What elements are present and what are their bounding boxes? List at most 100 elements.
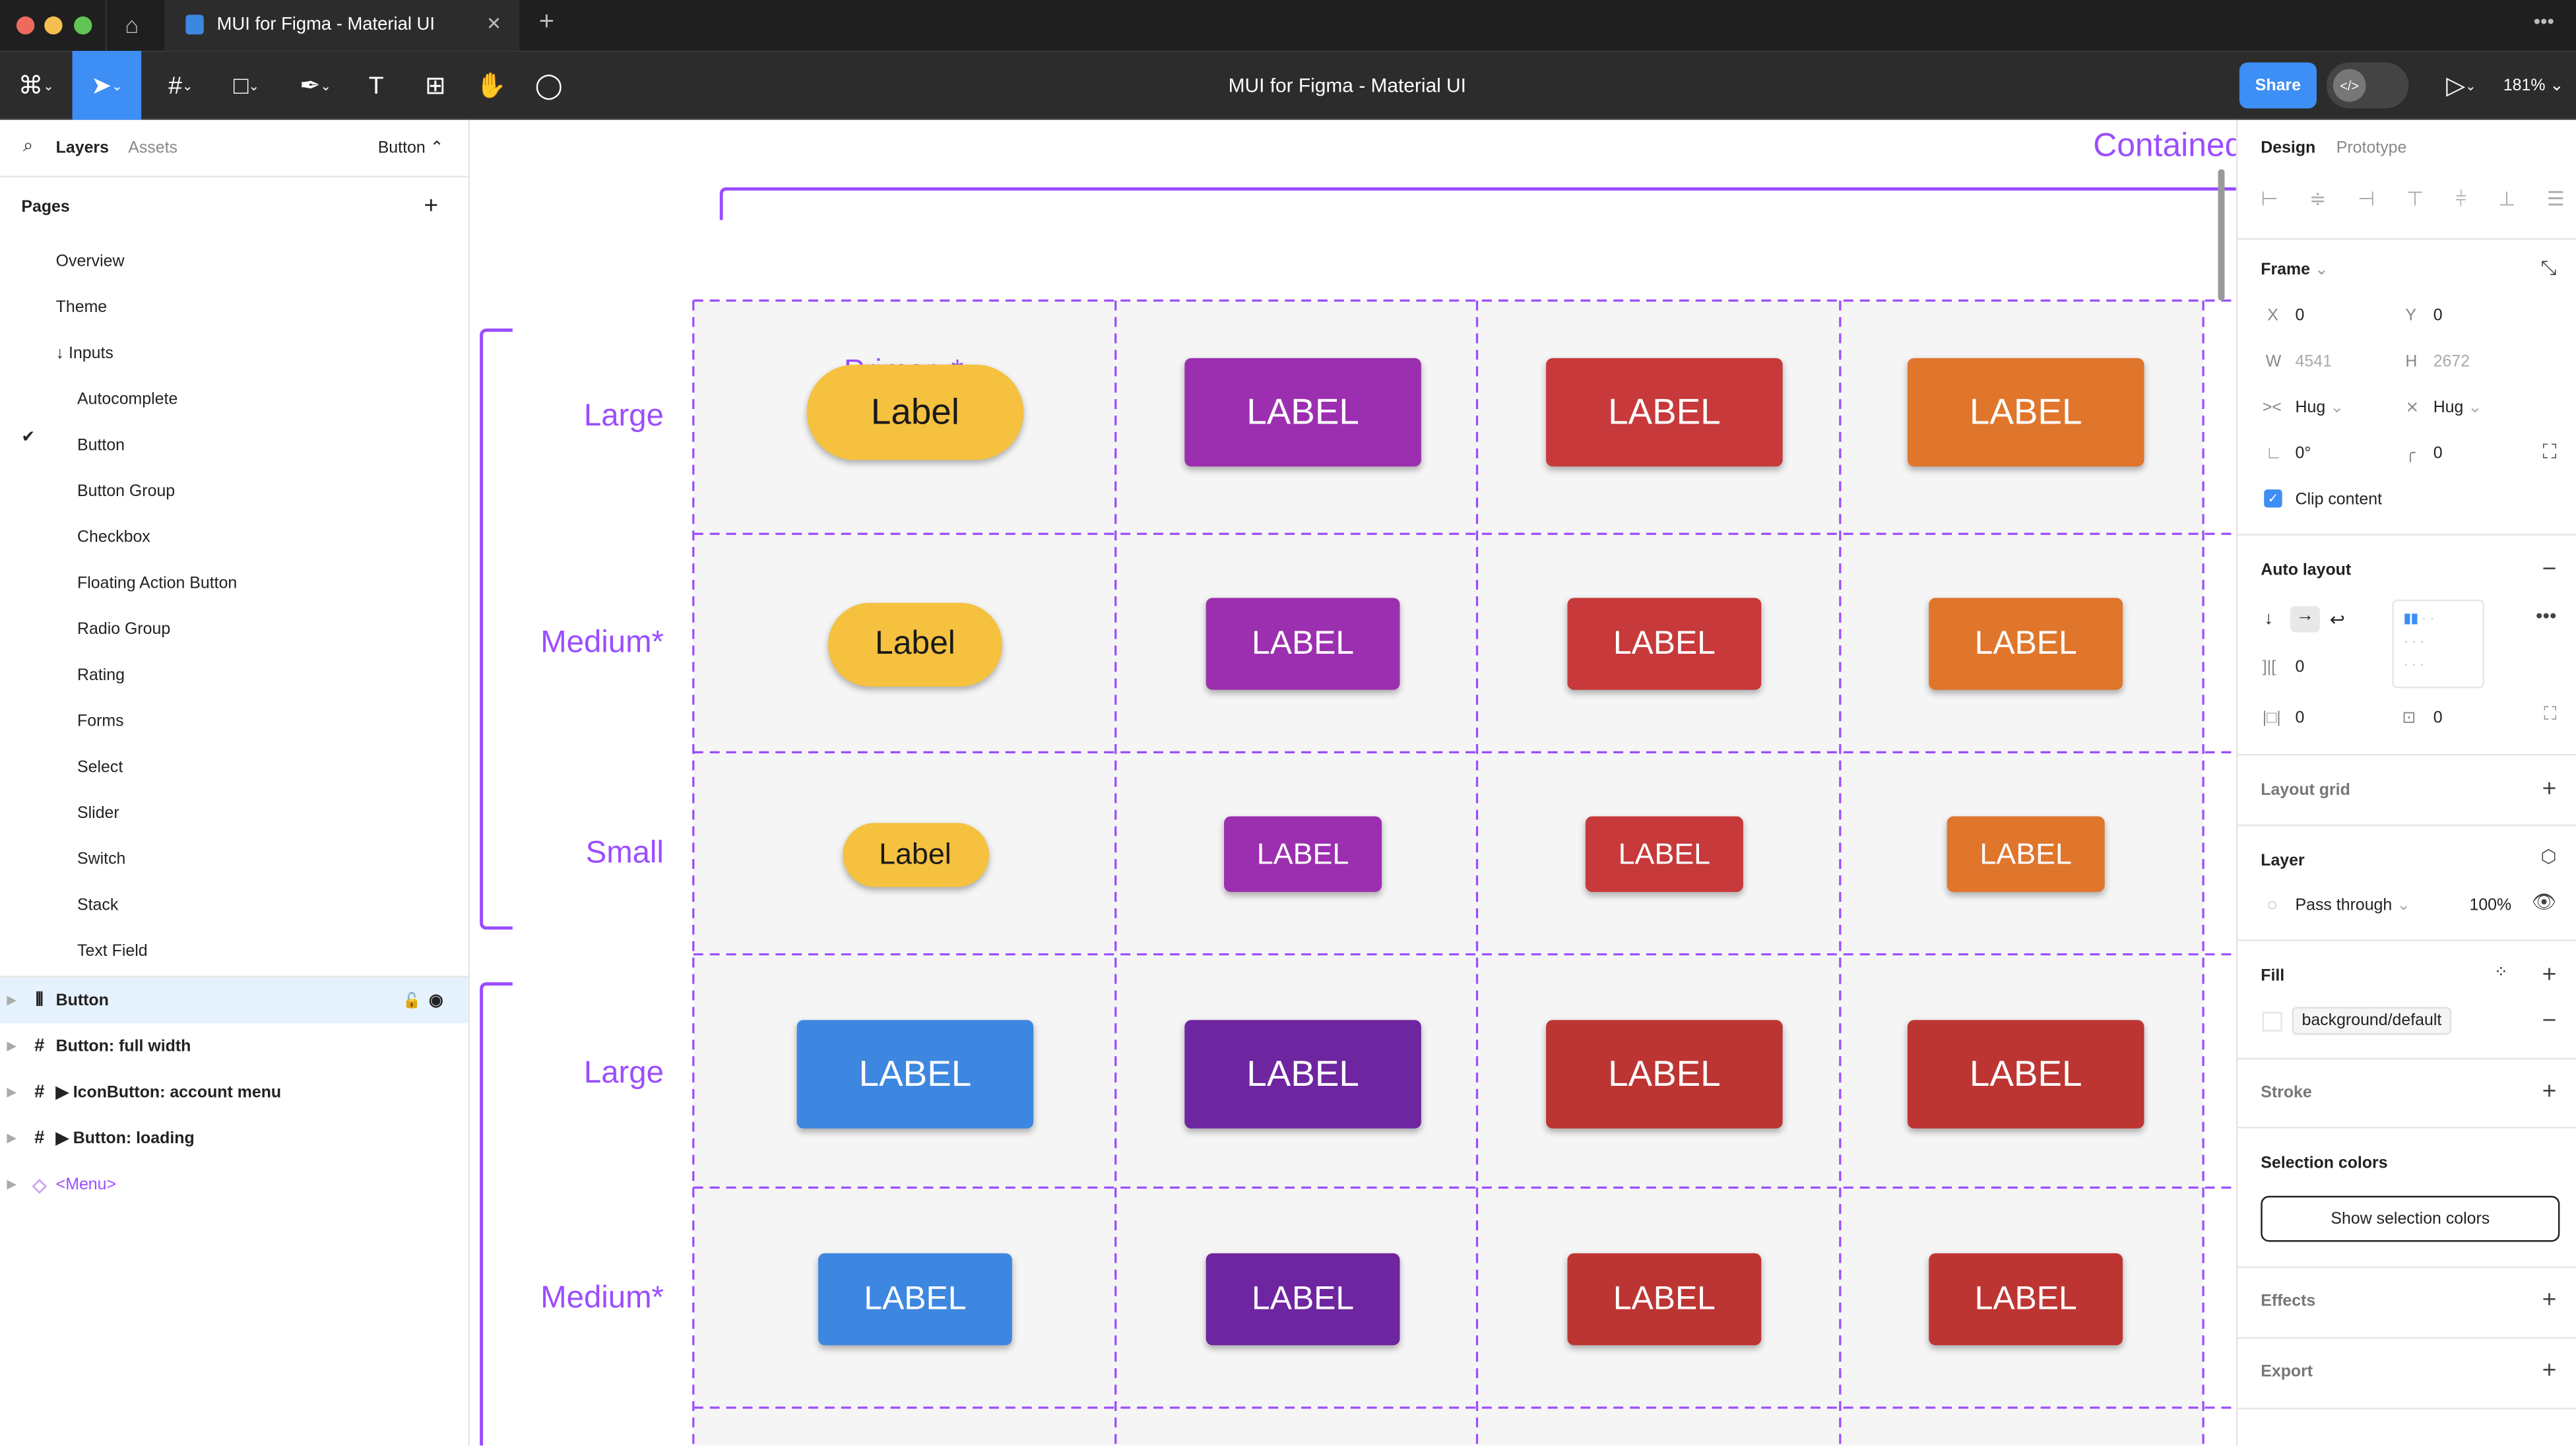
tab-layers[interactable]: Layers <box>55 139 109 158</box>
pen-tool-icon[interactable]: ✒ ⌄ <box>300 72 332 100</box>
more-options-icon[interactable]: ••• <box>2536 604 2557 628</box>
maximize-window-button[interactable] <box>74 16 92 35</box>
corner-radius-field[interactable]: 0 <box>2433 445 2443 464</box>
direction-vertical-icon[interactable]: ↓ <box>2264 609 2273 629</box>
hand-tool-icon[interactable]: ✋ <box>476 72 507 100</box>
mui-button-secondary[interactable]: LABEL <box>1206 598 1400 690</box>
remove-fill-icon[interactable]: − <box>2542 1007 2557 1035</box>
mui-button-primary[interactable]: Label <box>842 822 988 887</box>
show-selection-colors-button[interactable]: Show selection colors <box>2261 1195 2560 1242</box>
page-item[interactable]: Autocomplete <box>77 391 178 410</box>
layer-row[interactable]: ▶ # Button: full width <box>0 1023 468 1069</box>
fill-style-chip[interactable]: background/default <box>2292 1007 2452 1035</box>
align-left-icon[interactable]: ⊢ <box>2261 187 2278 210</box>
layer-row[interactable]: ▶ ⫴ Button 🔓 ◉ <box>0 977 468 1024</box>
page-item[interactable]: Forms <box>77 712 124 732</box>
page-item[interactable]: Select <box>77 759 123 777</box>
align-middle-v-icon[interactable]: ⫩ <box>2455 187 2467 210</box>
more-icon[interactable]: ••• <box>2533 9 2554 33</box>
mui-button-primary[interactable]: Label <box>827 602 1002 686</box>
add-fill-icon[interactable]: + <box>2542 960 2557 989</box>
new-tab-icon[interactable]: + <box>538 8 554 36</box>
page-item[interactable]: Switch <box>77 850 126 869</box>
align-center-h-icon[interactable]: ≑ <box>2309 187 2327 210</box>
canvas-scrollbar[interactable] <box>2218 169 2225 301</box>
page-item[interactable]: Theme <box>55 299 108 317</box>
expand-caret-icon[interactable]: ▶ <box>7 1179 16 1191</box>
add-effect-icon[interactable]: + <box>2542 1286 2557 1314</box>
canvas[interactable]: Contained Primary*SecondaryErrorWarningL… <box>470 119 2236 1446</box>
page-item[interactable]: Radio Group <box>77 621 171 639</box>
comment-tool-icon[interactable]: ◯ <box>534 72 563 100</box>
tab-design[interactable]: Design <box>2261 139 2316 158</box>
mui-button-error[interactable]: LABEL <box>1585 816 1743 893</box>
mui-button-warning[interactable]: LABEL <box>1929 598 2123 690</box>
page-item[interactable]: ↓ Inputs <box>55 344 113 363</box>
mui-button-error[interactable]: LABEL <box>1546 358 1783 467</box>
padding-options-icon[interactable]: ⛶ <box>2544 705 2557 725</box>
page-item[interactable]: Rating <box>77 666 125 685</box>
fill-swatch[interactable] <box>2262 1011 2282 1032</box>
y-field[interactable]: 0 <box>2433 307 2443 326</box>
page-item[interactable]: Stack <box>77 896 119 915</box>
mui-button-primary[interactable]: LABEL <box>818 1253 1012 1346</box>
component-props-icon[interactable]: ⬡ <box>2540 847 2557 867</box>
wrap-icon[interactable]: ↩ <box>2329 611 2345 631</box>
align-top-icon[interactable]: ⊤ <box>2406 187 2424 210</box>
align-bottom-icon[interactable]: ⊥ <box>2498 187 2516 210</box>
layer-row[interactable]: ▶ # ▶ IconButton: account menu <box>0 1069 468 1116</box>
mui-button-warning[interactable]: LABEL <box>1947 816 2105 893</box>
page-item[interactable]: Button <box>77 437 125 455</box>
dev-mode-toggle[interactable]: </> <box>2326 62 2409 109</box>
align-right-icon[interactable]: ⊣ <box>2358 187 2375 210</box>
mui-button-warning[interactable]: LABEL <box>1907 358 2144 467</box>
layer-row[interactable]: ▶ # ▶ Button: loading <box>0 1116 468 1162</box>
add-page-icon[interactable]: + <box>424 192 439 220</box>
width-sizing-dropdown[interactable]: Hug ⌄ <box>2295 399 2344 418</box>
resize-to-fit-icon[interactable]: ⤡ <box>2540 256 2557 280</box>
independent-corners-icon[interactable]: ⛶ <box>2542 440 2557 464</box>
page-item[interactable]: Text Field <box>77 943 148 961</box>
expand-caret-icon[interactable]: ▶ <box>7 1087 16 1099</box>
direction-horizontal-icon[interactable]: → <box>2290 606 2320 633</box>
mui-button-secondary[interactable]: LABEL <box>1184 358 1421 467</box>
page-item[interactable]: Checkbox <box>77 528 150 548</box>
add-export-icon[interactable]: + <box>2542 1356 2557 1385</box>
distribute-icon[interactable]: ☰ <box>2546 187 2565 210</box>
lock-icon[interactable]: 🔓 <box>402 991 421 1008</box>
search-icon[interactable]: ⌕ <box>22 136 34 156</box>
eye-icon[interactable]: ◉ <box>428 991 443 1010</box>
rotation-field[interactable]: 0° <box>2295 445 2311 464</box>
expand-caret-icon[interactable]: ▶ <box>7 1041 16 1053</box>
mui-button-warning[interactable]: LABEL <box>1907 1020 2144 1129</box>
page-item[interactable]: Slider <box>77 805 119 823</box>
file-tab[interactable]: MUI for Figma - Material UI ✕ <box>164 0 519 51</box>
clip-content-checkbox[interactable]: ✓ <box>2264 489 2282 508</box>
page-selector[interactable]: Button ⌃ <box>377 139 444 158</box>
mui-button-secondary[interactable]: LABEL <box>1206 1253 1400 1346</box>
mui-button-primary[interactable]: Label <box>806 364 1024 460</box>
page-item[interactable]: Floating Action Button <box>77 575 238 593</box>
move-tool-icon[interactable]: ➤ ⌄ <box>72 51 142 120</box>
x-field[interactable]: 0 <box>2295 307 2305 326</box>
shape-tool-icon[interactable]: □ ⌄ <box>233 71 260 100</box>
document-title[interactable]: MUI for Figma - Material UI <box>1228 74 1466 97</box>
mui-button-secondary[interactable]: LABEL <box>1184 1020 1421 1129</box>
main-menu-icon[interactable]: ⌘ ⌄ <box>18 72 54 100</box>
mui-button-secondary[interactable]: LABEL <box>1224 816 1382 893</box>
close-tab-icon[interactable]: ✕ <box>486 15 501 35</box>
mui-button-error[interactable]: LABEL <box>1567 598 1762 690</box>
minimize-window-button[interactable] <box>44 16 63 35</box>
page-item[interactable]: Button Group <box>77 483 176 501</box>
add-stroke-icon[interactable]: + <box>2542 1077 2557 1106</box>
mui-button-warning[interactable]: LABEL <box>1929 1253 2123 1346</box>
width-field[interactable]: 4541 <box>2295 353 2332 371</box>
zoom-dropdown[interactable]: 181% ⌄ <box>2503 76 2564 95</box>
remove-auto-layout-icon[interactable]: − <box>2542 555 2557 583</box>
home-icon[interactable]: ⌂ <box>125 11 139 38</box>
mui-button-error[interactable]: LABEL <box>1567 1253 1762 1346</box>
frame-tool-icon[interactable]: # ⌄ <box>168 71 193 100</box>
layer-row[interactable]: ▶ ◇ <Menu> <box>0 1161 468 1207</box>
alignment-grid[interactable]: ▮▮ · · · · · · · · <box>2392 599 2484 689</box>
text-tool-icon[interactable]: T <box>368 71 384 100</box>
